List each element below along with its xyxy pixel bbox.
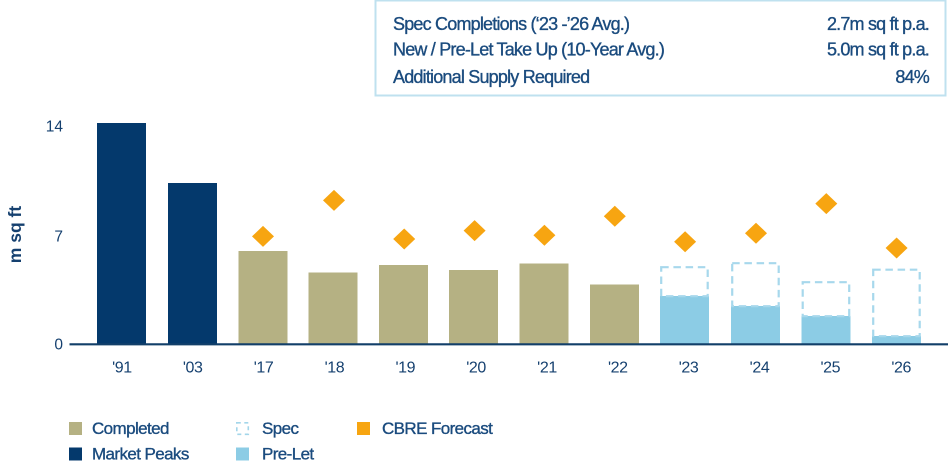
svg-text:Spec Completions (‘23 -’26 Avg: Spec Completions (‘23 -’26 Avg.) — [393, 14, 629, 34]
svg-text:'21: '21 — [537, 360, 557, 377]
svg-text:New / Pre-Let Take Up (10-Year: New / Pre-Let Take Up (10-Year Avg.) — [393, 40, 664, 60]
svg-text:'23: '23 — [679, 360, 699, 377]
svg-text:2.7m sq ft p.a.: 2.7m sq ft p.a. — [827, 14, 929, 34]
svg-text:Spec: Spec — [262, 419, 299, 438]
svg-text:m sq ft: m sq ft — [5, 206, 25, 264]
svg-text:Market Peaks: Market Peaks — [92, 445, 189, 464]
svg-text:7: 7 — [54, 229, 63, 246]
svg-text:0: 0 — [54, 337, 63, 354]
svg-text:'20: '20 — [466, 360, 486, 377]
svg-text:Additional Supply Required: Additional Supply Required — [393, 67, 589, 87]
svg-text:Pre-Let: Pre-Let — [262, 445, 314, 464]
svg-text:5.0m sq ft p.a.: 5.0m sq ft p.a. — [827, 40, 929, 60]
svg-text:'17: '17 — [254, 360, 274, 377]
svg-text:'22: '22 — [608, 360, 628, 377]
svg-text:Completed: Completed — [92, 419, 169, 438]
svg-text:'19: '19 — [395, 360, 415, 377]
svg-text:'03: '03 — [183, 360, 203, 377]
svg-text:'26: '26 — [891, 360, 911, 377]
svg-text:'91: '91 — [112, 360, 132, 377]
svg-text:14: 14 — [46, 119, 64, 136]
svg-text:84%: 84% — [895, 67, 929, 87]
svg-text:'24: '24 — [750, 360, 770, 377]
svg-text:'18: '18 — [325, 360, 345, 377]
svg-text:CBRE Forecast: CBRE Forecast — [382, 419, 493, 438]
svg-text:'25: '25 — [820, 360, 840, 377]
